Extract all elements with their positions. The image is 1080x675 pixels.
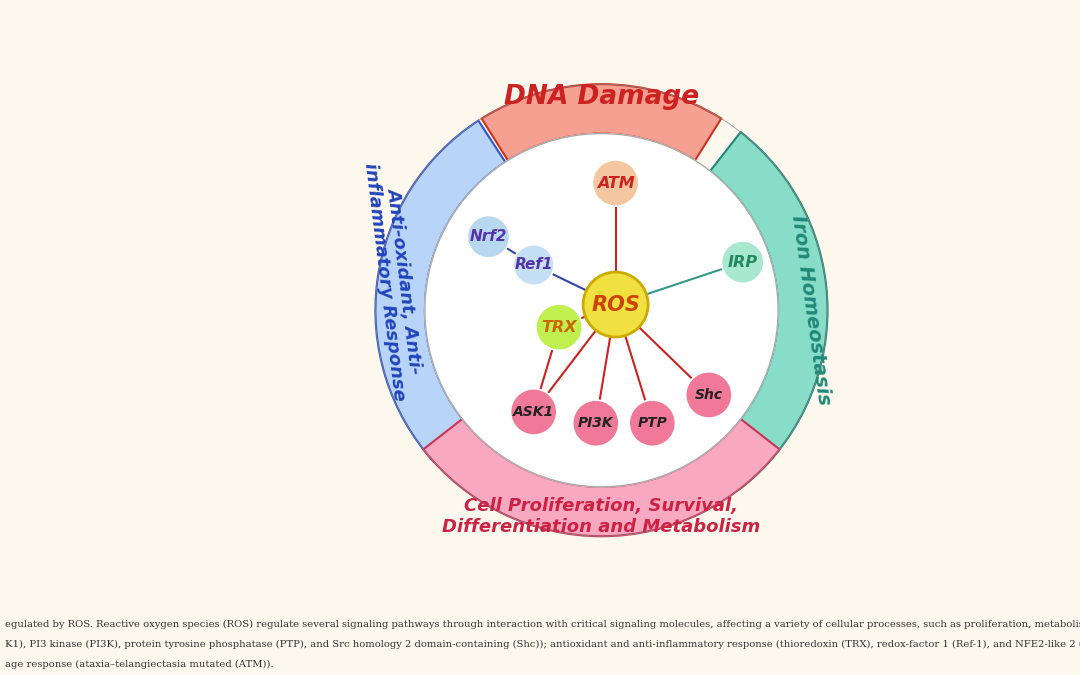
Text: Ref1: Ref1: [514, 257, 553, 273]
Circle shape: [424, 134, 778, 487]
Text: K1), PI3 kinase (PI3K), protein tyrosine phosphatase (PTP), and Src homology 2 d: K1), PI3 kinase (PI3K), protein tyrosine…: [5, 640, 1080, 649]
Circle shape: [583, 272, 648, 337]
Text: Nrf2: Nrf2: [470, 230, 508, 244]
Text: ATM: ATM: [597, 176, 634, 190]
Text: Shc: Shc: [694, 388, 723, 402]
Circle shape: [424, 134, 778, 487]
Text: Cell Proliferation, Survival,
Differentiation and Metabolism: Cell Proliferation, Survival, Differenti…: [443, 497, 760, 536]
Wedge shape: [482, 84, 721, 161]
Text: ROS: ROS: [591, 294, 640, 315]
Text: PTP: PTP: [637, 416, 667, 430]
Wedge shape: [376, 121, 505, 462]
Circle shape: [511, 389, 557, 435]
Text: DNA Damage: DNA Damage: [504, 84, 699, 110]
Text: PI3K: PI3K: [578, 416, 613, 430]
Circle shape: [468, 215, 510, 258]
Text: Iron Homeostasis: Iron Homeostasis: [787, 214, 834, 406]
Wedge shape: [423, 419, 780, 536]
Circle shape: [593, 160, 638, 206]
Wedge shape: [711, 132, 827, 488]
Circle shape: [630, 400, 675, 446]
Text: age response (ataxia–telangiectasia mutated (ATM)).: age response (ataxia–telangiectasia muta…: [5, 660, 274, 670]
Circle shape: [721, 241, 764, 284]
Text: Anti-oxidant, Anti-
inflammatory Response: Anti-oxidant, Anti- inflammatory Respons…: [361, 160, 429, 402]
Text: egulated by ROS. Reactive oxygen species (ROS) regulate several signaling pathwa: egulated by ROS. Reactive oxygen species…: [5, 620, 1080, 629]
Text: ASK1: ASK1: [513, 405, 554, 419]
Circle shape: [513, 244, 554, 286]
Circle shape: [536, 304, 582, 350]
Text: TRX: TRX: [541, 320, 577, 335]
Circle shape: [686, 372, 732, 418]
Text: IRP: IRP: [728, 254, 758, 269]
Circle shape: [572, 400, 619, 446]
